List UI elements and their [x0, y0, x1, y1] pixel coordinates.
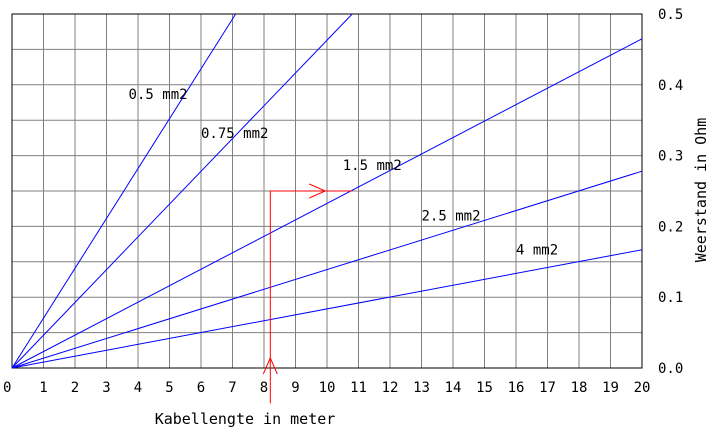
- series-label-2: 1.5 mm2: [343, 158, 402, 174]
- x-tick-label: 15: [476, 380, 493, 396]
- series-lines: [11, 13, 643, 369]
- series-line-4: [11, 249, 643, 369]
- x-tick-label: 2: [71, 380, 79, 396]
- y-tick-label: 0.5: [658, 7, 683, 23]
- x-tick-label: 10: [319, 380, 336, 396]
- x-tick-label: 3: [102, 380, 110, 396]
- series-labels: 0.5 mm2 0.75 mm2 1.5 mm2 2.5 mm2 4 mm2: [129, 87, 559, 259]
- series-label-0: 0.5 mm2: [129, 87, 188, 103]
- x-tick-label: 7: [228, 380, 236, 396]
- series-line-3: [11, 170, 643, 369]
- x-tick-label: 17: [539, 380, 556, 396]
- y-tick-label: 0.1: [658, 290, 683, 306]
- x-tick-label: 5: [165, 380, 173, 396]
- plot-frame: [11, 13, 643, 369]
- x-tick-label: 11: [350, 380, 367, 396]
- y-tick-labels: 0.0 0.1 0.2 0.3 0.4 0.5: [658, 7, 683, 377]
- x-tick-label: 19: [602, 380, 619, 396]
- x-tick-label: 4: [134, 380, 142, 396]
- reading-arrow: [262, 183, 353, 404]
- series-label-1: 0.75 mm2: [201, 126, 268, 142]
- y-tick-label: 0.2: [658, 219, 683, 235]
- y-tick-label: 0.3: [658, 149, 683, 165]
- x-tick-labels: 0 1 2 3 4 5 6 7 8 9 10 11 12 13 14 15 16 17 18 19 20: [3, 380, 650, 396]
- x-tick-label: 8: [260, 380, 268, 396]
- x-tick-label: 6: [197, 380, 205, 396]
- arrowhead-right: [309, 183, 327, 199]
- series-line-0: [11, 13, 237, 369]
- series-label-3: 2.5 mm2: [422, 209, 481, 225]
- x-tick-label: 20: [634, 380, 651, 396]
- series-line-1: [11, 13, 353, 369]
- y-axis-title: Weerstand in Ohm: [692, 118, 710, 263]
- x-tick-label: 0: [3, 380, 11, 396]
- x-tick-label: 18: [571, 380, 588, 396]
- x-tick-label: 16: [508, 380, 525, 396]
- y-tick-label: 0.4: [658, 78, 683, 94]
- x-tick-label: 13: [413, 380, 430, 396]
- series-line-2: [11, 38, 643, 369]
- x-tick-label: 1: [39, 380, 47, 396]
- x-tick-label: 12: [382, 380, 399, 396]
- y-tick-label: 0.0: [658, 361, 683, 377]
- arrowhead-up: [262, 356, 278, 375]
- series-label-4: 4 mm2: [516, 243, 558, 259]
- x-axis-title: Kabellengte in meter: [155, 410, 336, 428]
- x-tick-label: 14: [445, 380, 462, 396]
- x-tick-label: 9: [291, 380, 299, 396]
